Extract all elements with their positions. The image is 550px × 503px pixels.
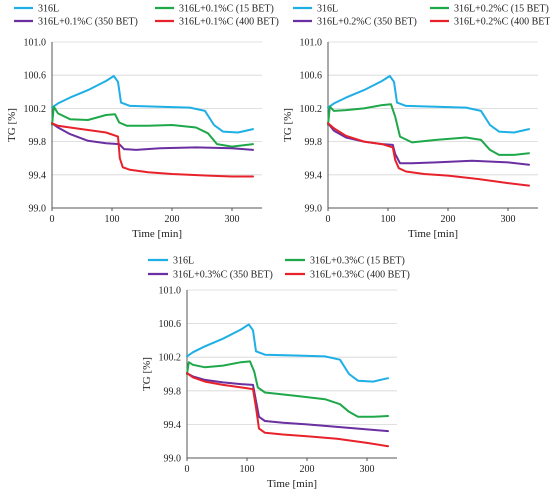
x-tick-label: 100 xyxy=(381,214,396,225)
series-line xyxy=(186,372,389,433)
y-tick-label: 100.6 xyxy=(300,71,323,82)
chart-3: 0 100 200 300 99.0 99.4 99.8 100.2 100.6 101.0 Tim… xyxy=(141,256,410,491)
x-tick-label: 300 xyxy=(501,214,516,225)
series-line xyxy=(51,105,254,148)
x-tick-label: 300 xyxy=(360,464,375,475)
series-line xyxy=(51,75,254,134)
y-tick-label: 100.2 xyxy=(24,104,47,115)
y-tick-label: 100.2 xyxy=(159,353,182,364)
x-tick-label: 200 xyxy=(165,214,180,225)
x-tick-label: 0 xyxy=(50,214,55,225)
y-tick-label: 99.4 xyxy=(164,420,182,431)
legend-label: 316L+0.1%C (15 BET) xyxy=(179,4,274,15)
y-tick-label: 99.0 xyxy=(29,204,47,215)
y-tick-label: 99.4 xyxy=(305,170,323,181)
series-line xyxy=(186,323,389,383)
legend-label: 316L+0.1%C (400 BET) xyxy=(179,17,279,28)
legend-label: 316L+0.3%C (400 BET) xyxy=(310,270,410,281)
y-tick-label: 100.2 xyxy=(300,104,323,115)
x-tick-label: 100 xyxy=(240,464,255,475)
x-axis-label: Time [min] xyxy=(408,228,458,240)
x-tick-label: 200 xyxy=(441,214,456,225)
y-tick-label: 100.6 xyxy=(159,319,182,330)
y-tick-label: 99.8 xyxy=(29,137,47,148)
series-line xyxy=(327,103,530,156)
series-line xyxy=(327,122,530,187)
x-tick-label: 100 xyxy=(105,214,120,225)
y-tick-label: 99.0 xyxy=(305,204,323,215)
x-tick-label: 300 xyxy=(225,214,240,225)
series-line xyxy=(51,122,254,151)
legend-label: 316L+0.1%C (350 BET) xyxy=(38,17,138,28)
y-tick-label: 99.4 xyxy=(29,170,47,181)
series-line xyxy=(327,122,530,166)
legend-label: 316L+0.3%C (15 BET) xyxy=(310,256,405,267)
series-line xyxy=(186,372,389,448)
x-axis-label: Time [min] xyxy=(267,478,317,490)
y-tick-label: 99.8 xyxy=(305,137,323,148)
legend-label: 316L xyxy=(317,4,338,15)
series-line xyxy=(327,75,530,134)
y-tick-label: 99.0 xyxy=(164,454,182,465)
y-axis-label: TG [%] xyxy=(6,108,18,142)
legend-label: 316L+0.2%C (350 BET) xyxy=(317,17,417,28)
x-tick-label: 0 xyxy=(326,214,331,225)
y-tick-label: 99.8 xyxy=(164,386,182,397)
legend-label: 316L xyxy=(173,256,194,267)
chart-1: 0 100 200 300 99.0 99.4 99.8 100.2 100.6 101.0 Tim… xyxy=(6,4,279,241)
y-tick-label: 101.0 xyxy=(24,38,47,49)
y-tick-label: 101.0 xyxy=(159,286,182,297)
legend-label: 316L+0.2%C (15 BET) xyxy=(454,4,549,15)
y-tick-label: 100.6 xyxy=(24,71,47,82)
x-axis-label: Time [min] xyxy=(132,228,182,240)
y-axis-label: TG [%] xyxy=(141,357,153,391)
legend-label: 316L xyxy=(38,4,59,15)
y-tick-label: 101.0 xyxy=(300,38,323,49)
x-tick-label: 0 xyxy=(185,464,190,475)
chart-2: 0 100 200 300 99.0 99.4 99.8 100.2 100.6 101.0 Tim… xyxy=(282,4,550,241)
series-line xyxy=(51,122,254,178)
y-axis-label: TG [%] xyxy=(282,108,294,142)
legend-label: 316L+0.3%C (350 BET) xyxy=(173,270,273,281)
x-tick-label: 200 xyxy=(300,464,315,475)
legend-label: 316L+0.2%C (400 BET) xyxy=(454,17,550,28)
series-line xyxy=(186,360,389,418)
